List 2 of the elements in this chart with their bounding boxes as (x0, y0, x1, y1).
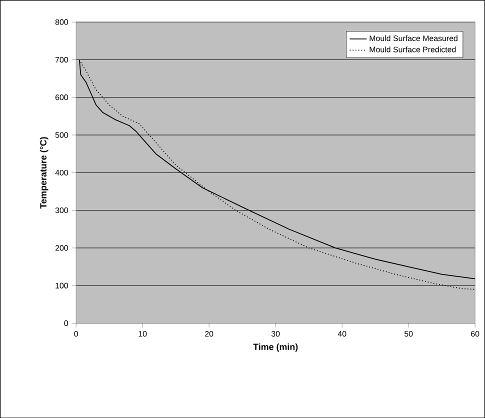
x-axis-title: Time (min) (253, 343, 298, 352)
y-axis-title: Temperature (°C) (40, 136, 48, 208)
